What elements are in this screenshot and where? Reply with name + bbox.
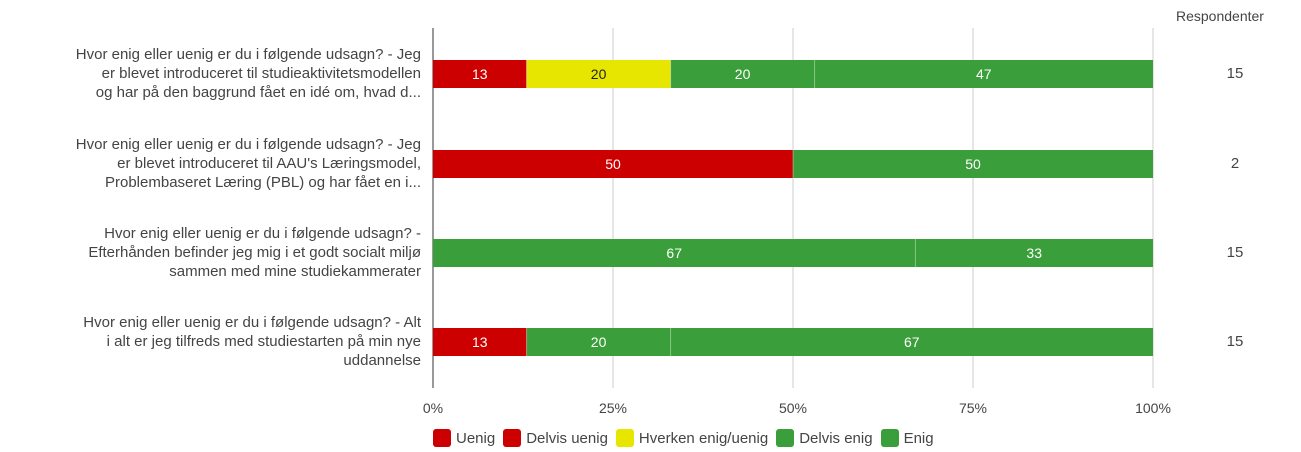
legend-item: Enig <box>880 429 934 447</box>
legend-swatch <box>433 429 451 447</box>
question-label: Hvor enig eller uenig er du i følgende u… <box>1 313 421 370</box>
bar-value-label: 33 <box>1026 245 1042 261</box>
legend-swatch <box>503 429 522 447</box>
bar-value-label: 50 <box>965 156 981 172</box>
bar-value-label: 20 <box>591 334 607 350</box>
legend-label: Uenig <box>456 429 496 447</box>
question-label-line: Hvor enig eller uenig er du i følgende u… <box>104 224 421 242</box>
legend-item: Delvis enig <box>776 429 873 447</box>
respondent-count: 15 <box>1226 65 1244 82</box>
bar-segment <box>526 328 671 356</box>
question-label-line: Efterhånden befinder jeg mig i et godt s… <box>88 243 421 261</box>
bar-value-label: 13 <box>472 334 488 350</box>
question-label-line: er blevet introduceret til studieaktivit… <box>101 64 421 82</box>
respondents-header: Respondenter <box>1176 8 1264 24</box>
x-tick-label: 75% <box>959 400 987 416</box>
bar-value-label: 47 <box>976 66 992 82</box>
question-label-line: uddannelse <box>343 351 421 369</box>
respondent-count: 15 <box>1226 244 1244 261</box>
chart-legend: Uenig Delvis uenig Hverken enig/uenig Delvi… <box>433 429 942 447</box>
legend-swatch <box>615 429 634 447</box>
bar-value-label: 13 <box>472 66 488 82</box>
question-label-line: sammen med mine studiekammerater <box>169 262 421 280</box>
bar-value-label: 20 <box>735 66 751 82</box>
respondent-count: 2 <box>1230 155 1240 172</box>
question-label-line: Hvor enig eller uenig er du i følgende u… <box>75 135 421 153</box>
legend-label: Hverken enig/uenig <box>638 429 769 447</box>
legend-item: Uenig <box>433 429 495 447</box>
question-label: Hvor enig eller uenig er du i følgende u… <box>1 224 421 281</box>
question-label-line: Hvor enig eller uenig er du i følgende u… <box>75 45 421 63</box>
question-label-line: Hvor enig eller uenig er du i følgende u… <box>83 313 421 331</box>
legend-label: Delvis enig <box>799 429 873 447</box>
question-label-line: er blevet introduceret til AAU's Lærings… <box>117 154 421 172</box>
legend-label: Delvis uenig <box>526 429 608 447</box>
bar-value-label: 20 <box>591 66 607 82</box>
bar-segment <box>433 150 793 178</box>
legend-swatch <box>776 429 795 447</box>
legend-item: Delvis uenig <box>503 429 608 447</box>
bar-value-label: 50 <box>605 156 621 172</box>
question-label-line: og har på den baggrund fået en idé om, h… <box>95 83 421 101</box>
bar-segment <box>433 60 527 88</box>
bar-segment <box>433 328 527 356</box>
question-label: Hvor enig eller uenig er du i følgende u… <box>1 45 421 102</box>
bar-value-label: 67 <box>666 245 682 261</box>
bar-value-label: 67 <box>904 334 920 350</box>
bar-segment <box>670 60 815 88</box>
legend-item: Hverken enig/uenig <box>615 429 769 447</box>
bar-segment <box>814 60 1153 88</box>
bar-segment <box>793 150 1153 178</box>
bar-segment <box>433 239 916 267</box>
respondent-count: 15 <box>1226 333 1244 350</box>
legend-label: Enig <box>903 429 934 447</box>
x-tick-label: 0% <box>423 400 443 416</box>
question-label: Hvor enig eller uenig er du i følgende u… <box>1 135 421 192</box>
bar-segment <box>670 328 1153 356</box>
bar-segment <box>915 239 1153 267</box>
question-label-line: Problembaseret Læring (PBL) og har fået … <box>105 173 421 191</box>
legend-swatch <box>880 429 899 447</box>
x-tick-label: 50% <box>779 400 807 416</box>
question-label-line: i alt er jeg tilfreds med studiestarten … <box>106 332 421 350</box>
bar-segment <box>526 60 671 88</box>
x-tick-label: 25% <box>599 400 627 416</box>
x-tick-label: 100% <box>1135 400 1171 416</box>
